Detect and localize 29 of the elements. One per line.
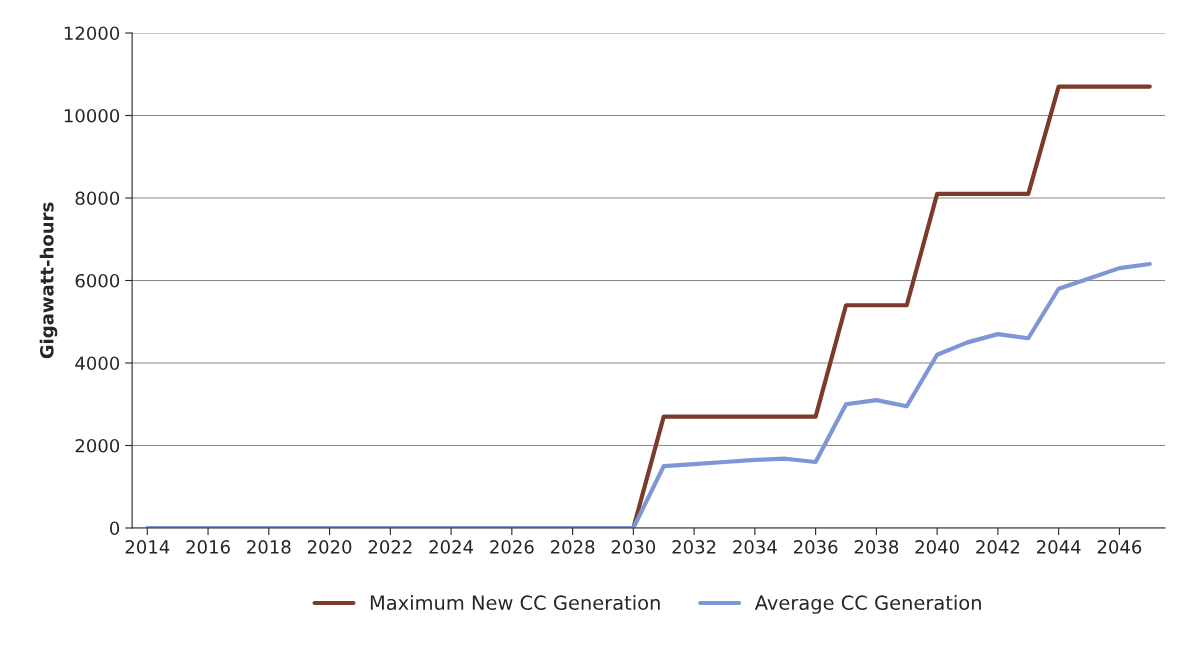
y-tick-label: 2000 — [75, 438, 120, 453]
x-tick-label: 2028 — [550, 540, 595, 554]
x-tick-label: 2044 — [1036, 540, 1081, 554]
x-tick-label: 2018 — [247, 540, 291, 554]
y-tick-label: 8000 — [75, 191, 120, 206]
x-tick-label: 2014 — [125, 540, 170, 554]
y-tick-label: 0 — [110, 521, 120, 536]
line-series — [145, 261, 1152, 528]
x-tick-label: 2046 — [1097, 540, 1142, 554]
x-tick-label: 2022 — [368, 540, 412, 554]
legend-label: Average CC Generation — [754, 595, 981, 614]
legend-label: Maximum New CC Generation — [370, 595, 660, 611]
x-tick-label: 2040 — [915, 540, 959, 554]
y-tick-label: 10000 — [64, 108, 120, 123]
x-tick-label: 2034 — [733, 540, 777, 554]
x-tick-label: 2042 — [976, 540, 1020, 554]
x-tick-label: 2036 — [793, 540, 838, 554]
y-axis-title: Gigawatt-hours — [39, 202, 58, 359]
x-tick-label: 2030 — [611, 540, 656, 554]
x-tick-label: 2026 — [490, 540, 534, 554]
x-tick-label: 2032 — [672, 540, 716, 554]
x-tick-label: 2020 — [307, 540, 352, 554]
x-tick-label: 2024 — [429, 540, 474, 554]
y-tick-label: 6000 — [75, 273, 120, 288]
x-tick-label: 2038 — [854, 540, 899, 554]
y-tick-label: 12000 — [64, 26, 120, 41]
x-tick-label: 2016 — [186, 540, 230, 554]
line-series — [631, 84, 1152, 528]
y-tick-label: 4000 — [75, 356, 120, 371]
